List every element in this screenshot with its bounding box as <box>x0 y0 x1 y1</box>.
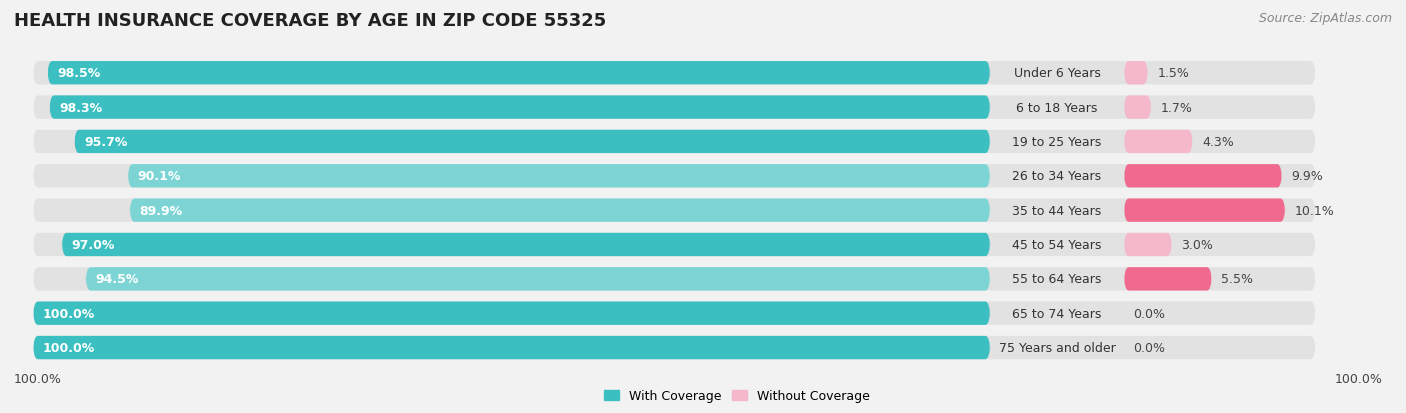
FancyBboxPatch shape <box>34 268 1316 291</box>
Text: 1.7%: 1.7% <box>1161 101 1192 114</box>
FancyBboxPatch shape <box>34 233 1316 256</box>
Text: 100.0%: 100.0% <box>42 307 96 320</box>
FancyBboxPatch shape <box>1123 199 1285 222</box>
FancyBboxPatch shape <box>34 165 1316 188</box>
Text: 75 Years and older: 75 Years and older <box>998 341 1115 354</box>
FancyBboxPatch shape <box>1123 96 1152 119</box>
FancyBboxPatch shape <box>129 199 990 222</box>
Text: 100.0%: 100.0% <box>14 372 62 385</box>
FancyBboxPatch shape <box>34 302 1316 325</box>
Text: 65 to 74 Years: 65 to 74 Years <box>1012 307 1102 320</box>
Text: 9.9%: 9.9% <box>1292 170 1323 183</box>
Text: 90.1%: 90.1% <box>138 170 181 183</box>
Text: 5.5%: 5.5% <box>1222 273 1253 286</box>
FancyBboxPatch shape <box>75 131 990 154</box>
FancyBboxPatch shape <box>34 302 990 325</box>
Text: 100.0%: 100.0% <box>42 341 96 354</box>
FancyBboxPatch shape <box>34 62 1316 85</box>
Text: 0.0%: 0.0% <box>1133 341 1166 354</box>
Text: 3.0%: 3.0% <box>1181 238 1213 252</box>
Text: 1.5%: 1.5% <box>1157 67 1189 80</box>
Text: Source: ZipAtlas.com: Source: ZipAtlas.com <box>1258 12 1392 25</box>
Text: 6 to 18 Years: 6 to 18 Years <box>1017 101 1098 114</box>
Text: 98.5%: 98.5% <box>58 67 100 80</box>
FancyBboxPatch shape <box>34 199 1316 222</box>
FancyBboxPatch shape <box>34 96 1316 119</box>
Text: 95.7%: 95.7% <box>84 135 128 149</box>
Text: 35 to 44 Years: 35 to 44 Years <box>1012 204 1102 217</box>
FancyBboxPatch shape <box>34 131 1316 154</box>
Text: 55 to 64 Years: 55 to 64 Years <box>1012 273 1102 286</box>
FancyBboxPatch shape <box>48 62 990 85</box>
FancyBboxPatch shape <box>34 336 1316 359</box>
FancyBboxPatch shape <box>1123 165 1282 188</box>
FancyBboxPatch shape <box>1123 131 1192 154</box>
Text: Under 6 Years: Under 6 Years <box>1014 67 1101 80</box>
FancyBboxPatch shape <box>1123 268 1212 291</box>
Text: 89.9%: 89.9% <box>139 204 183 217</box>
FancyBboxPatch shape <box>34 336 990 359</box>
FancyBboxPatch shape <box>86 268 990 291</box>
Text: 0.0%: 0.0% <box>1133 307 1166 320</box>
Text: 10.1%: 10.1% <box>1295 204 1334 217</box>
Text: 4.3%: 4.3% <box>1202 135 1234 149</box>
FancyBboxPatch shape <box>128 165 990 188</box>
FancyBboxPatch shape <box>49 96 990 119</box>
Text: 100.0%: 100.0% <box>1334 372 1382 385</box>
Text: 19 to 25 Years: 19 to 25 Years <box>1012 135 1102 149</box>
FancyBboxPatch shape <box>1123 233 1171 256</box>
FancyBboxPatch shape <box>62 233 990 256</box>
Text: 94.5%: 94.5% <box>96 273 139 286</box>
Text: 97.0%: 97.0% <box>72 238 115 252</box>
Text: HEALTH INSURANCE COVERAGE BY AGE IN ZIP CODE 55325: HEALTH INSURANCE COVERAGE BY AGE IN ZIP … <box>14 12 606 30</box>
Text: 45 to 54 Years: 45 to 54 Years <box>1012 238 1102 252</box>
Text: 98.3%: 98.3% <box>59 101 103 114</box>
Legend: With Coverage, Without Coverage: With Coverage, Without Coverage <box>599 385 875 407</box>
Text: 26 to 34 Years: 26 to 34 Years <box>1012 170 1102 183</box>
FancyBboxPatch shape <box>1123 62 1147 85</box>
